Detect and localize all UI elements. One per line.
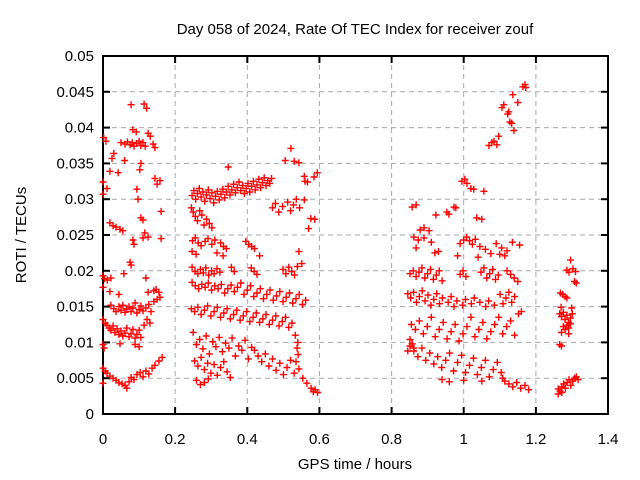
data-points — [99, 81, 582, 398]
x-axis-label: GPS time / hours — [298, 456, 412, 473]
svg-text:0.045: 0.045 — [56, 84, 94, 101]
tick-labels: 0 0.2 0.4 0.6 0.8 1 1.2 1.4 0 0.005 0.01 0.015 0.02 0… — [56, 48, 618, 448]
svg-text:0.05: 0.05 — [65, 48, 94, 65]
svg-text:1.2: 1.2 — [525, 431, 546, 448]
svg-text:0.01: 0.01 — [65, 334, 94, 351]
svg-text:0.4: 0.4 — [237, 431, 258, 448]
svg-text:0.04: 0.04 — [65, 120, 94, 137]
svg-text:0.8: 0.8 — [381, 431, 402, 448]
svg-text:1: 1 — [460, 431, 468, 448]
grid-lines — [103, 56, 608, 414]
y-axis-label: ROTI / TECUs — [13, 187, 30, 283]
svg-text:0.6: 0.6 — [309, 431, 330, 448]
svg-text:0.015: 0.015 — [56, 299, 94, 316]
svg-text:0.02: 0.02 — [65, 263, 94, 280]
plot-border — [102, 55, 609, 415]
svg-text:0.005: 0.005 — [56, 370, 94, 387]
svg-text:0.035: 0.035 — [56, 155, 94, 172]
svg-text:0: 0 — [86, 406, 94, 423]
svg-text:0.025: 0.025 — [56, 227, 94, 244]
svg-text:1.4: 1.4 — [598, 431, 619, 448]
svg-text:0.03: 0.03 — [65, 191, 94, 208]
svg-text:0: 0 — [99, 431, 107, 448]
chart-title: Day 058 of 2024, Rate Of TEC Index for r… — [177, 21, 534, 38]
svg-text:0.2: 0.2 — [165, 431, 186, 448]
